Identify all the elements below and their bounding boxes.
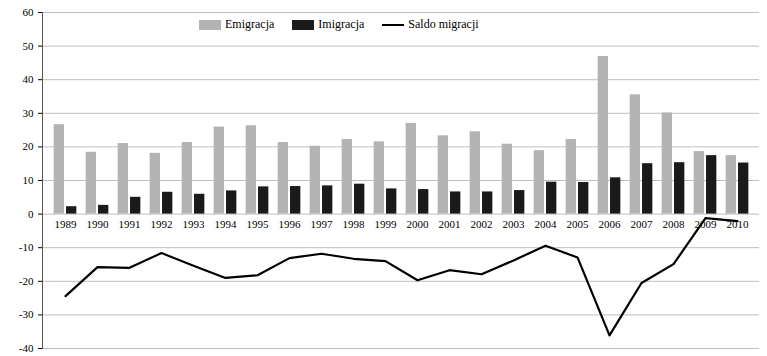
svg-text:2006: 2006 xyxy=(599,218,622,230)
html-text:Emigracja: Emigracja xyxy=(225,17,275,31)
svg-text:40: 40 xyxy=(23,73,35,85)
svg-text:2003: 2003 xyxy=(503,218,526,230)
svg-text:20: 20 xyxy=(23,140,35,152)
svg-text:10: 10 xyxy=(23,174,35,186)
svg-text:1990: 1990 xyxy=(87,218,110,230)
html-text:Imigracja: Imigracja xyxy=(318,17,365,31)
svg-text:2000: 2000 xyxy=(407,218,430,230)
svg-text:2008: 2008 xyxy=(663,218,686,230)
svg-text:2004: 2004 xyxy=(535,218,558,230)
svg-text:1997: 1997 xyxy=(311,218,334,230)
svg-text:1993: 1993 xyxy=(183,218,206,230)
svg-text:2009: 2009 xyxy=(695,218,718,230)
svg-text:-20: -20 xyxy=(19,275,34,287)
svg-text:2007: 2007 xyxy=(631,218,654,230)
svg-text:1995: 1995 xyxy=(247,218,270,230)
svg-text:2010: 2010 xyxy=(727,218,750,230)
svg-text:1994: 1994 xyxy=(215,218,238,230)
svg-text:2005: 2005 xyxy=(567,218,590,230)
svg-text:30: 30 xyxy=(23,107,35,119)
svg-text:0: 0 xyxy=(28,208,34,220)
svg-text:1989: 1989 xyxy=(55,218,78,230)
html-text:Saldo migracji: Saldo migracji xyxy=(408,17,479,31)
svg-text:1998: 1998 xyxy=(343,218,366,230)
svg-text:1996: 1996 xyxy=(279,218,302,230)
svg-text:1999: 1999 xyxy=(375,218,398,230)
svg-text:2001: 2001 xyxy=(439,218,461,230)
svg-text:-10: -10 xyxy=(19,241,34,253)
svg-text:2002: 2002 xyxy=(471,218,493,230)
svg-text:-40: -40 xyxy=(19,342,34,354)
svg-text:-30: -30 xyxy=(19,308,34,320)
svg-text:60: 60 xyxy=(23,6,35,18)
svg-text:1992: 1992 xyxy=(151,218,173,230)
svg-text:1991: 1991 xyxy=(119,218,141,230)
svg-text:50: 50 xyxy=(23,40,35,52)
